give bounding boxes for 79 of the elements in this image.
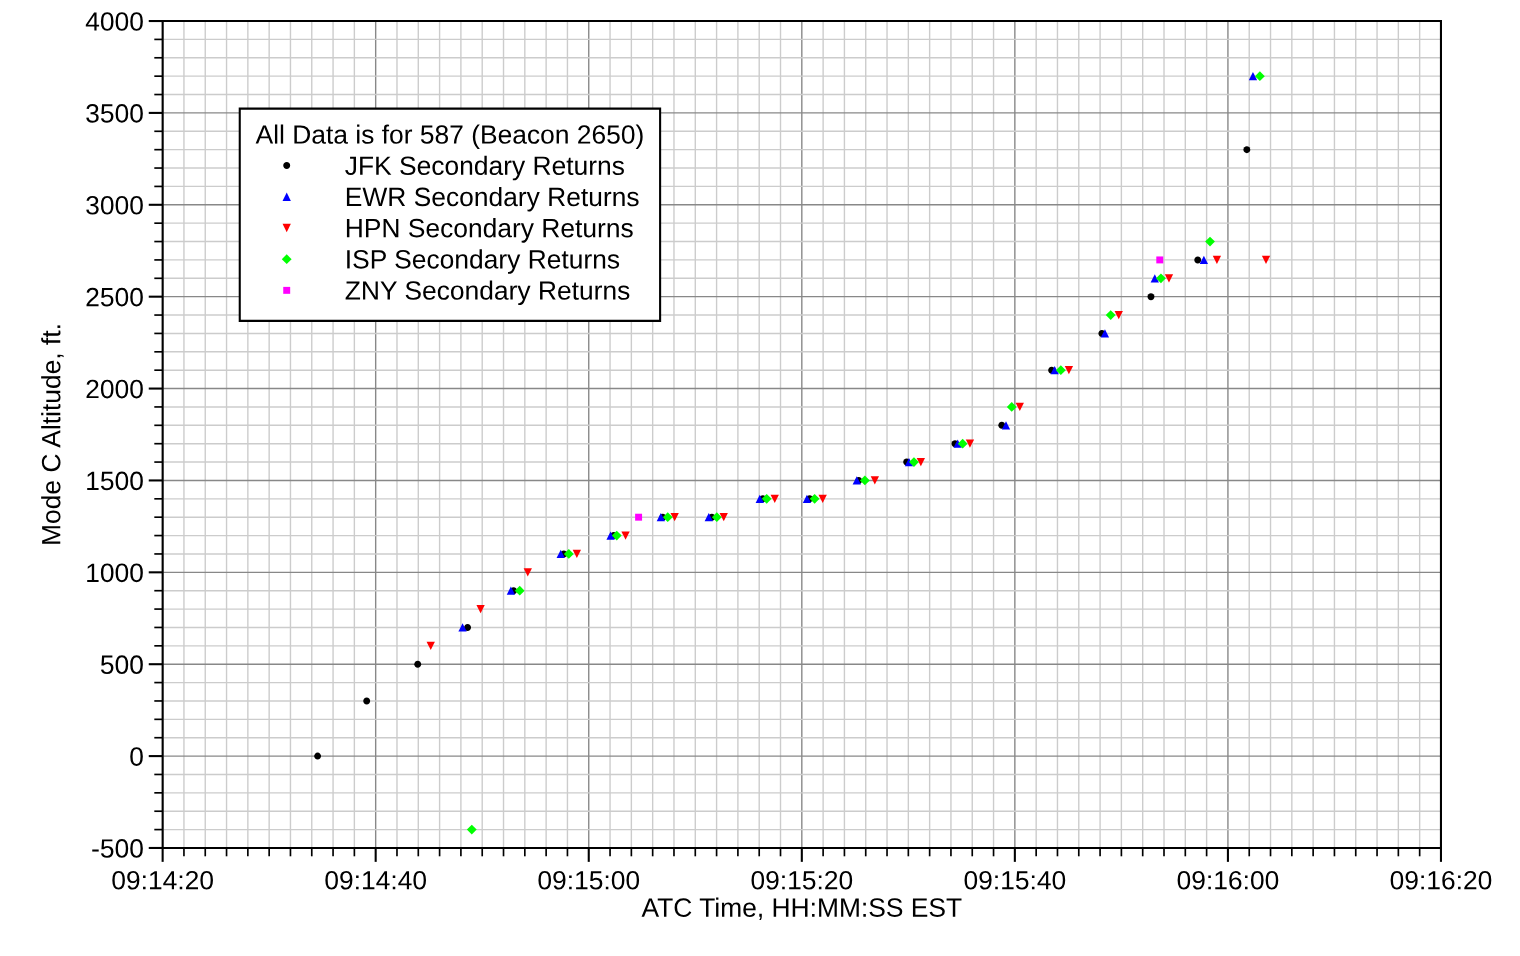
y-tick-label: 2000 bbox=[86, 379, 143, 399]
point bbox=[1156, 273, 1166, 284]
legend-label: JFK Secondary Returns bbox=[345, 155, 624, 181]
y-tick-label: 3000 bbox=[86, 195, 143, 215]
point bbox=[363, 697, 371, 705]
point bbox=[1254, 71, 1265, 82]
point bbox=[1156, 256, 1164, 264]
point bbox=[1001, 421, 1011, 430]
point bbox=[458, 623, 467, 632]
point bbox=[1248, 71, 1258, 81]
point bbox=[809, 493, 820, 504]
point bbox=[1261, 255, 1271, 265]
point bbox=[1055, 365, 1066, 376]
point bbox=[1199, 255, 1209, 265]
x-axis-title: ATC Time, HH:MM:SS EST bbox=[641, 897, 962, 921]
point bbox=[466, 824, 477, 835]
y-tick-label: -500 bbox=[92, 839, 143, 858]
point bbox=[1105, 310, 1116, 320]
point bbox=[563, 549, 574, 559]
legend-label: ISP Secondary Returns bbox=[347, 249, 620, 274]
point bbox=[859, 475, 870, 486]
point bbox=[414, 660, 422, 668]
y-tick-label: 500 bbox=[100, 655, 143, 675]
point bbox=[572, 549, 582, 559]
y-axis-title: Mode C Altitude, ft. bbox=[41, 325, 64, 544]
y-tick-label: 3500 bbox=[86, 104, 143, 123]
y-tick-label: 1500 bbox=[87, 471, 143, 491]
x-tick-label: 09:16:00 bbox=[1177, 870, 1279, 890]
point bbox=[314, 752, 322, 760]
point bbox=[514, 585, 525, 596]
point bbox=[761, 493, 772, 504]
y-tick-label: 0 bbox=[130, 747, 143, 766]
point bbox=[802, 494, 812, 503]
y-tick-label: 4000 bbox=[85, 12, 143, 31]
point bbox=[818, 494, 827, 503]
point bbox=[1100, 329, 1110, 338]
point bbox=[965, 439, 975, 448]
point bbox=[662, 512, 673, 523]
point bbox=[1114, 310, 1123, 320]
x-tick-label: 09:16:20 bbox=[1390, 870, 1492, 890]
point bbox=[523, 568, 532, 577]
point bbox=[606, 531, 615, 540]
point bbox=[1243, 146, 1251, 154]
x-tick-label: 09:14:20 bbox=[112, 870, 213, 890]
point bbox=[635, 513, 643, 521]
point bbox=[870, 476, 879, 485]
point bbox=[426, 641, 435, 650]
legend-label: ZNY Secondary Returns bbox=[345, 280, 630, 306]
point bbox=[1205, 236, 1215, 247]
point bbox=[770, 494, 779, 503]
point bbox=[476, 604, 485, 614]
legend-title: All Data is for 587 (Beacon 2650) bbox=[255, 124, 643, 150]
x-tick-label: 09:15:00 bbox=[538, 870, 640, 890]
point bbox=[1147, 293, 1155, 301]
point bbox=[1164, 274, 1174, 283]
legend-label: EWR Secondary Returns bbox=[346, 186, 639, 212]
point bbox=[1064, 366, 1074, 375]
x-tick-label: 09:15:20 bbox=[751, 870, 853, 890]
point bbox=[506, 586, 516, 595]
x-tick-label: 09:14:40 bbox=[325, 870, 427, 890]
y-tick-label: 2500 bbox=[86, 287, 143, 307]
y-tick-label: 1000 bbox=[87, 563, 143, 583]
legend-label: HPN Secondary Returns bbox=[346, 218, 633, 243]
point bbox=[755, 494, 764, 503]
point bbox=[1015, 402, 1024, 412]
point bbox=[556, 549, 565, 559]
point bbox=[1194, 256, 1202, 264]
point bbox=[670, 513, 679, 522]
x-tick-label: 09:15:40 bbox=[964, 870, 1066, 890]
point bbox=[704, 513, 713, 522]
point bbox=[1006, 402, 1017, 412]
point bbox=[957, 438, 968, 449]
point bbox=[909, 457, 919, 467]
point bbox=[621, 531, 630, 540]
point bbox=[711, 512, 722, 523]
point bbox=[1212, 255, 1222, 265]
point bbox=[719, 513, 728, 522]
point bbox=[611, 530, 622, 541]
point bbox=[916, 457, 926, 467]
